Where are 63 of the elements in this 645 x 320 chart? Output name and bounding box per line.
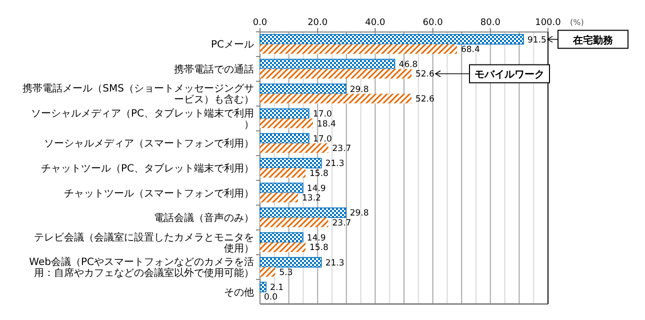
data-label: 29.8 — [350, 84, 369, 95]
data-label: 13.2 — [302, 194, 321, 204]
x-axis-title: (%) — [570, 18, 584, 27]
data-label: 21.3 — [325, 258, 344, 268]
data-label: 29.8 — [350, 208, 369, 219]
x-tick-label: 0.0 — [252, 18, 268, 28]
bar — [260, 143, 328, 153]
data-label: 14.9 — [306, 233, 326, 244]
y-tick-label: 携帯電話メール（SMS（ショートメッセージングサービス）も含む） — [22, 82, 254, 106]
bar — [260, 218, 328, 228]
bar — [260, 242, 306, 252]
data-label: 52.6 — [415, 94, 434, 105]
y-tick-label: Web会議（PCやスマートフォンなどのカメラを活用：自席やカフェなどの会議室以外で使用可能） — [29, 256, 254, 280]
data-label: 91.5 — [528, 35, 546, 46]
data-label: 0.0 — [264, 292, 278, 303]
data-label: 18.4 — [316, 119, 336, 130]
y-tick-label: PCメール — [210, 40, 254, 51]
bar — [260, 84, 346, 94]
y-tick-label: チャットツール（PC、タブレット端末で利用） — [40, 162, 254, 174]
data-label: 17.0 — [312, 110, 332, 120]
bar — [260, 192, 298, 202]
data-label: 46.8 — [398, 60, 418, 70]
bar — [260, 44, 457, 54]
bar — [260, 158, 322, 168]
y-tick-label: ソーシャルメディア（スマートフォンで利用） — [44, 138, 254, 150]
y-tick-label: テレビ会議（会議室に設置したカメラとモニタを使用） — [34, 231, 254, 254]
bar — [260, 118, 313, 128]
data-label: 23.7 — [332, 144, 352, 154]
bar — [260, 232, 304, 243]
bar — [260, 34, 524, 45]
bar — [260, 267, 276, 277]
bar — [260, 207, 346, 218]
bar — [260, 94, 412, 104]
x-tick-label: 80.0 — [480, 18, 501, 28]
x-tick-label: 60.0 — [422, 18, 444, 28]
bar — [260, 182, 304, 194]
data-label: 52.6 — [415, 70, 434, 80]
data-label: 14.9 — [306, 184, 326, 194]
bar — [260, 168, 306, 178]
bar — [260, 68, 412, 79]
y-tick-label: その他 — [224, 286, 254, 298]
x-tick-label: 40.0 — [365, 18, 386, 28]
data-label: 17.0 — [312, 134, 332, 144]
data-label: 21.3 — [325, 159, 344, 170]
x-tick-label: 20.0 — [308, 18, 328, 28]
bar — [260, 108, 310, 119]
data-label: 68.4 — [460, 44, 480, 55]
y-tick-label: ソーシャルメディア（PC、タブレット端末で利用） — [30, 107, 254, 130]
x-tick-label: 100.0 — [535, 18, 562, 28]
data-label: 2.1 — [270, 283, 284, 294]
bar — [260, 133, 310, 144]
y-tick-label: 電話会議（音声のみ） — [154, 212, 254, 224]
y-tick-label: チャットツール（スマートフォンで利用） — [64, 187, 254, 200]
data-label: 15.8 — [310, 243, 328, 254]
bar — [260, 257, 322, 268]
text: モバイルワーク — [474, 70, 544, 81]
data-label: 15.8 — [310, 168, 328, 179]
data-label: 5.3 — [279, 268, 293, 278]
bar — [260, 282, 266, 292]
data-label: 23.7 — [332, 218, 352, 228]
text: 在宅勤務 — [572, 34, 614, 46]
bar — [260, 58, 396, 70]
y-tick-label: 携帯電話での通話 — [174, 63, 254, 76]
